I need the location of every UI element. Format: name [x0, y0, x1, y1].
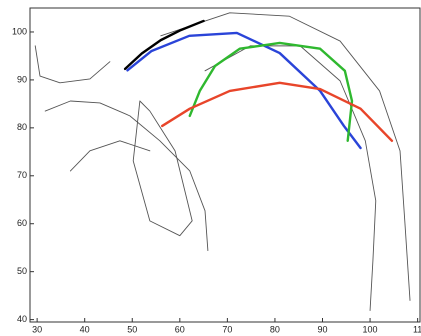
outline-curve [69, 140, 151, 172]
x-tick-label: 90 [317, 324, 327, 334]
x-tick-label: 50 [127, 324, 137, 334]
x-tick-label: 100 [363, 324, 378, 334]
x-tick-label: 11 [413, 324, 421, 334]
outline-curve [44, 100, 209, 252]
y-tick-label: 80 [17, 122, 27, 132]
plot-frame [29, 7, 421, 323]
outline-curve [34, 45, 111, 84]
y-tick-label: 90 [17, 74, 27, 84]
y-tick-label: 60 [17, 218, 27, 228]
outline-curve [132, 100, 193, 237]
x-tick-label: 40 [80, 324, 90, 334]
track-curve [123, 19, 205, 71]
track-curve [161, 81, 394, 142]
track-curve [126, 31, 362, 150]
y-tick-label: 50 [17, 266, 27, 276]
outline-curve [160, 12, 411, 301]
x-tick-label: 80 [270, 324, 280, 334]
x-tick-label: 60 [175, 324, 185, 334]
y-tick-label: 100 [12, 26, 27, 36]
y-tick-label: 70 [17, 170, 27, 180]
x-tick-label: 30 [32, 324, 42, 334]
x-tick-label: 70 [222, 324, 232, 334]
track-curve [188, 41, 354, 142]
y-tick-label: 40 [17, 314, 27, 324]
